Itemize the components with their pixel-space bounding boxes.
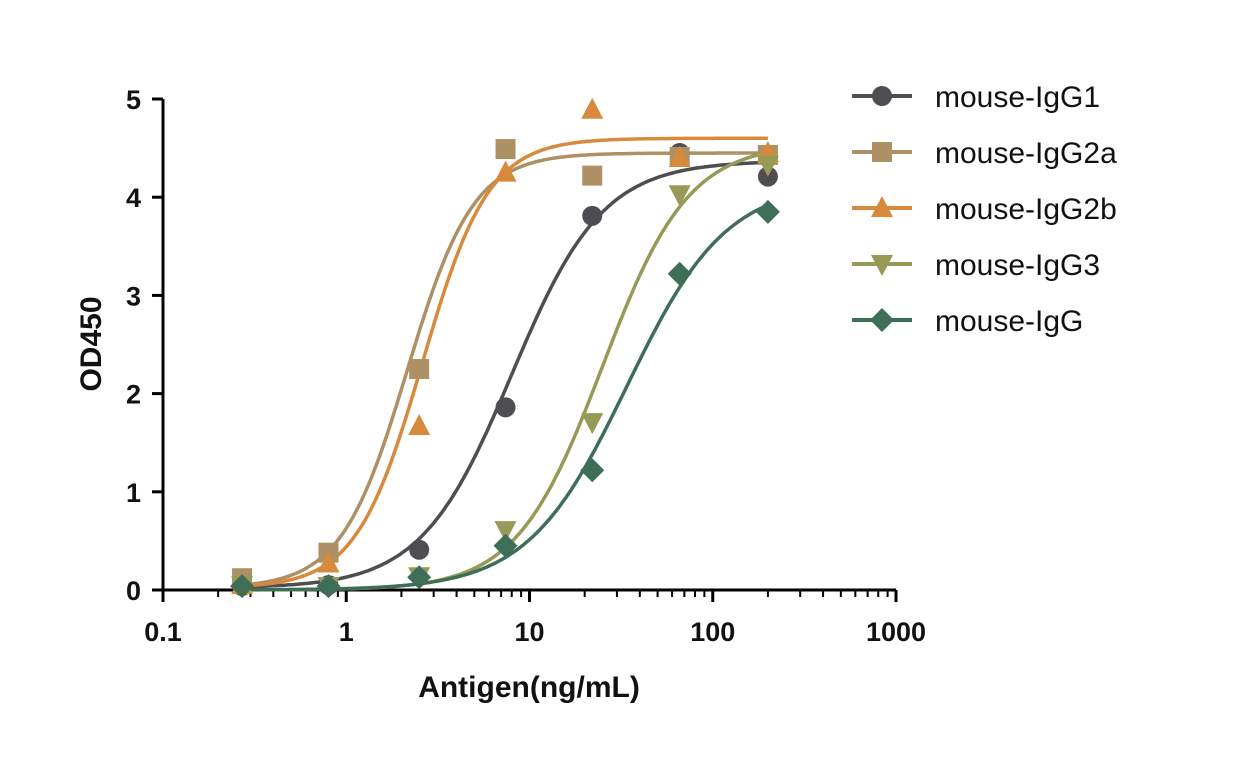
- legend-marker: [872, 86, 892, 106]
- x-tick-label: 1000: [866, 617, 926, 647]
- x-tick-label: 100: [690, 617, 735, 647]
- x-tick-label: 0.1: [144, 617, 182, 647]
- y-axis-ticks: 0 1 2 3 4 5: [126, 85, 163, 606]
- plot-area: 0 1 2 3 4 5 0.1 1 10 100 1000: [126, 85, 926, 647]
- data-point-mouse-igg2a: [582, 165, 603, 186]
- y-tick-label: 2: [126, 380, 141, 410]
- legend-label: mouse-IgG2b: [935, 193, 1117, 226]
- data-point-mouse-igg2a: [409, 359, 430, 380]
- legend-marker: [870, 308, 894, 332]
- data-point-mouse-igg2b: [408, 414, 431, 436]
- data-point-mouse-igg: [667, 261, 692, 286]
- data-point-mouse-igg3: [668, 185, 691, 207]
- legend-item: mouse-IgG: [852, 305, 1083, 338]
- x-tick-label: 10: [514, 617, 544, 647]
- data-point-mouse-igg: [230, 574, 255, 599]
- legend-item: mouse-IgG2a: [852, 137, 1117, 170]
- data-point-mouse-igg: [407, 565, 432, 590]
- y-tick-label: 0: [126, 576, 141, 606]
- y-tick-label: 5: [126, 85, 141, 115]
- legend-label: mouse-IgG: [935, 305, 1083, 338]
- data-point-mouse-igg2b: [494, 160, 517, 182]
- legend-marker: [871, 196, 893, 217]
- y-tick-label: 4: [126, 183, 141, 213]
- x-tick-label: 1: [339, 617, 354, 647]
- data-point-mouse-igg: [755, 199, 780, 224]
- y-tick-label: 3: [126, 281, 141, 311]
- fit-curve-mouse-igg2b: [241, 136, 768, 588]
- data-point-mouse-igg2b: [317, 551, 340, 573]
- legend: mouse-IgG1 mouse-IgG2a mouse-IgG2b mouse-Ig…: [852, 81, 1117, 338]
- data-point-mouse-igg: [580, 458, 605, 483]
- data-point-mouse-igg: [316, 574, 341, 599]
- legend-item: mouse-IgG2b: [852, 193, 1117, 226]
- legend-label: mouse-IgG1: [935, 81, 1100, 114]
- x-axis-ticks: 0.1 1 10 100 1000: [144, 590, 926, 647]
- fit-curve-mouse-igg2a: [241, 151, 768, 587]
- data-point-mouse-igg2a: [495, 139, 516, 160]
- legend-label: mouse-IgG3: [935, 249, 1100, 282]
- data-point-mouse-igg2b: [668, 145, 691, 167]
- data-point-mouse-igg3: [756, 155, 779, 177]
- data-point-mouse-igg1: [582, 205, 603, 226]
- legend-item: mouse-IgG1: [852, 81, 1100, 114]
- y-tick-label: 1: [126, 478, 141, 508]
- legend-marker: [871, 255, 893, 276]
- data-point-mouse-igg: [493, 533, 518, 558]
- data-points: [230, 97, 780, 599]
- x-axis-title: Antigen(ng/mL): [418, 671, 640, 704]
- data-point-mouse-igg2b: [581, 97, 604, 119]
- data-point-mouse-igg1: [409, 539, 430, 560]
- y-axis-title: OD450: [75, 296, 108, 391]
- data-point-mouse-igg3: [581, 413, 604, 435]
- data-point-mouse-igg1: [495, 397, 516, 418]
- legend-item: mouse-IgG3: [852, 249, 1100, 282]
- legend-label: mouse-IgG2a: [935, 137, 1117, 170]
- legend-marker: [872, 142, 892, 162]
- data-point-mouse-igg3: [494, 521, 517, 543]
